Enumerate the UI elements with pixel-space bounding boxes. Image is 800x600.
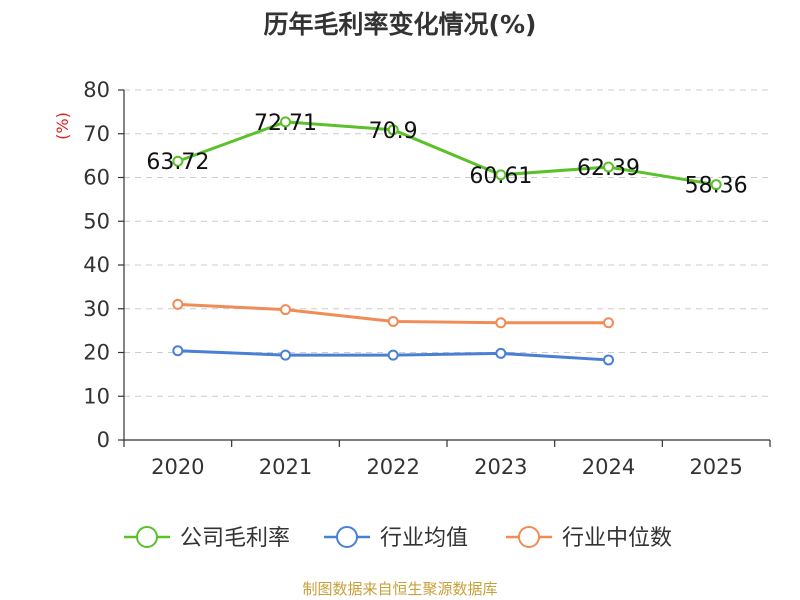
x-tick-label-2020: 2020 bbox=[151, 455, 204, 479]
source-note: 制图数据来自恒生聚源数据库 bbox=[302, 580, 497, 598]
data-label-2020: 63.72 bbox=[146, 150, 209, 175]
data-label-2025: 58.36 bbox=[685, 174, 748, 199]
x-tick-labels: 2020 2021 2022 2023 2024 2025 bbox=[151, 455, 743, 479]
y-tick-label-60: 60 bbox=[83, 166, 110, 190]
y-tick-label-70: 70 bbox=[83, 122, 110, 146]
x-tick-label-2023: 2023 bbox=[474, 455, 527, 479]
series-layer bbox=[172, 116, 722, 366]
legend-marker-company-gross-margin bbox=[136, 526, 158, 548]
y-tick-label-80: 80 bbox=[83, 78, 110, 102]
point-industry-median-2020 bbox=[172, 298, 184, 310]
y-tick-label-30: 30 bbox=[83, 297, 110, 321]
point-industry-average-2024 bbox=[603, 354, 614, 366]
legend-label-company-gross-margin: 公司毛利率 bbox=[180, 526, 290, 551]
grid-lines bbox=[124, 89, 770, 397]
legend-marker-industry-average bbox=[336, 526, 358, 548]
point-company-gross-margin-2023 bbox=[495, 169, 507, 181]
point-company-gross-margin-2021 bbox=[280, 116, 291, 128]
data-label-2024: 62.39 bbox=[577, 156, 640, 181]
legend-marker-industry-median bbox=[518, 526, 540, 548]
point-industry-median-2022 bbox=[387, 315, 399, 327]
data-label-2022: 70.9 bbox=[369, 119, 418, 144]
x-tick-label-2022: 2022 bbox=[366, 455, 419, 479]
point-industry-average-2021 bbox=[280, 349, 291, 361]
y-tick-label-40: 40 bbox=[83, 253, 110, 277]
point-industry-average-2022 bbox=[387, 349, 399, 361]
point-industry-median-2024 bbox=[603, 317, 614, 329]
chart-title: 历年毛利率变化情况(%) bbox=[264, 10, 537, 39]
y-tick-label-50: 50 bbox=[83, 209, 110, 233]
legend-label-industry-average: 行业均值 bbox=[380, 526, 468, 551]
legend-item-industry-average: 行业均值 bbox=[324, 526, 468, 551]
x-tick-label-2021: 2021 bbox=[259, 455, 312, 479]
point-industry-median-2021 bbox=[280, 304, 291, 316]
legend-label-industry-median: 行业中位数 bbox=[562, 526, 672, 551]
x-tick-label-2024: 2024 bbox=[582, 455, 635, 479]
point-industry-average-2020 bbox=[172, 345, 184, 357]
legend: 公司毛利率 行业均值 行业中位数 bbox=[124, 526, 672, 551]
y-tick-label-0: 0 bbox=[97, 428, 110, 452]
data-label-2023: 60.61 bbox=[469, 164, 532, 189]
data-labels: 63.72 72.71 70.9 60.61 62.39 58.36 bbox=[146, 111, 747, 199]
point-company-gross-margin-2022 bbox=[387, 124, 399, 136]
x-tick-label-2025: 2025 bbox=[689, 455, 742, 479]
point-company-gross-margin-2025 bbox=[710, 179, 722, 191]
y-tick-label-10: 10 bbox=[83, 384, 110, 408]
legend-item-company-gross-margin: 公司毛利率 bbox=[124, 526, 290, 551]
point-company-gross-margin-2024 bbox=[603, 161, 614, 173]
point-industry-average-2023 bbox=[495, 347, 507, 359]
legend-item-industry-median: 行业中位数 bbox=[506, 526, 672, 551]
axes bbox=[118, 89, 771, 447]
data-label-2021: 72.71 bbox=[254, 111, 317, 136]
y-tick-label-20: 20 bbox=[83, 341, 110, 365]
point-industry-median-2023 bbox=[495, 317, 507, 329]
y-axis-unit-label: (%) bbox=[53, 112, 72, 140]
point-company-gross-margin-2020 bbox=[172, 155, 184, 167]
series-line-company-gross-margin bbox=[176, 120, 718, 187]
y-tick-labels: 0 10 20 30 40 50 60 70 80 bbox=[83, 78, 110, 452]
